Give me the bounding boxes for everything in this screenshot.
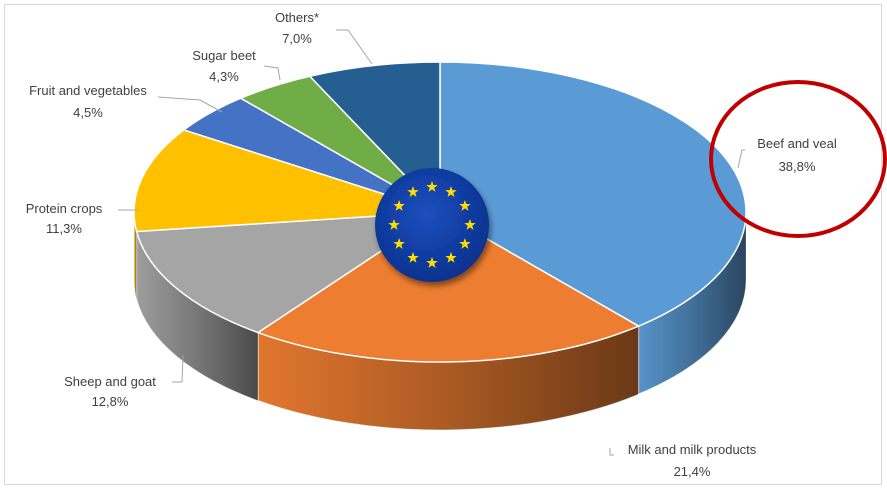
slice-label-protein-crops: Protein crops <box>26 201 103 216</box>
pie-slice-milk-and-milk-products <box>257 211 640 363</box>
eu-star-icon <box>445 251 457 263</box>
slice-label-fruit-and-vegetables: Fruit and vegetables <box>29 83 147 98</box>
eu-star-icon <box>407 251 419 263</box>
leader-line-beef-and-veal <box>737 149 745 169</box>
slice-label-sheep-and-goat: Sheep and goat <box>64 374 156 389</box>
eu-star-icon <box>459 238 471 249</box>
pie-side-shade-milk-and-milk-products <box>257 326 639 430</box>
pie-side-shade-beef-and-veal <box>638 212 746 395</box>
eu-star-icon <box>464 219 476 230</box>
chart-frame <box>4 4 882 485</box>
slice-value-protein-crops: 11,3% <box>46 221 82 236</box>
highlight-circle <box>709 80 887 238</box>
slice-value-sugar-beet: 4,3% <box>209 69 239 84</box>
pie-slice-beef-and-veal <box>439 61 747 327</box>
eu-star-icon <box>426 257 438 268</box>
pie-side-shade-sheep-and-goat <box>136 231 258 401</box>
eu-star-icon <box>407 186 419 197</box>
leader-line-fruit-and-vegetables <box>157 96 223 113</box>
leader-line-sheep-and-goat <box>172 354 184 383</box>
eu-star-icon <box>459 200 471 211</box>
leader-line-sugar-beet <box>263 65 281 81</box>
pie-side-shade-protein-crops <box>134 212 137 300</box>
slice-value-sheep-and-goat: 12,8% <box>92 394 129 409</box>
leader-line-milk-and-milk-products <box>609 448 614 456</box>
slice-value-beef-and-veal: 38,8% <box>779 159 816 174</box>
slice-label-sugar-beet: Sugar beet <box>192 48 256 63</box>
slice-value-others: 7,0% <box>282 31 312 46</box>
slice-label-beef-and-veal: Beef and veal <box>757 136 837 151</box>
slice-value-fruit-and-vegetables: 4,5% <box>73 105 103 120</box>
eu-star-icon <box>445 186 457 197</box>
eu-star-icon <box>388 219 400 230</box>
eu-star-icon <box>393 238 405 249</box>
slice-label-others: Others* <box>275 10 319 25</box>
eu-flag-emblem <box>375 168 489 282</box>
eu-star-icon <box>426 181 438 192</box>
eu-star-icon <box>393 200 405 211</box>
pie-slice-protein-crops <box>133 129 441 233</box>
pie-slice-sheep-and-goat <box>135 211 441 334</box>
leader-line-others <box>336 29 373 65</box>
slice-value-milk-and-milk-products: 21,4% <box>674 464 711 479</box>
slice-label-milk-and-milk-products: Milk and milk products <box>628 442 757 457</box>
